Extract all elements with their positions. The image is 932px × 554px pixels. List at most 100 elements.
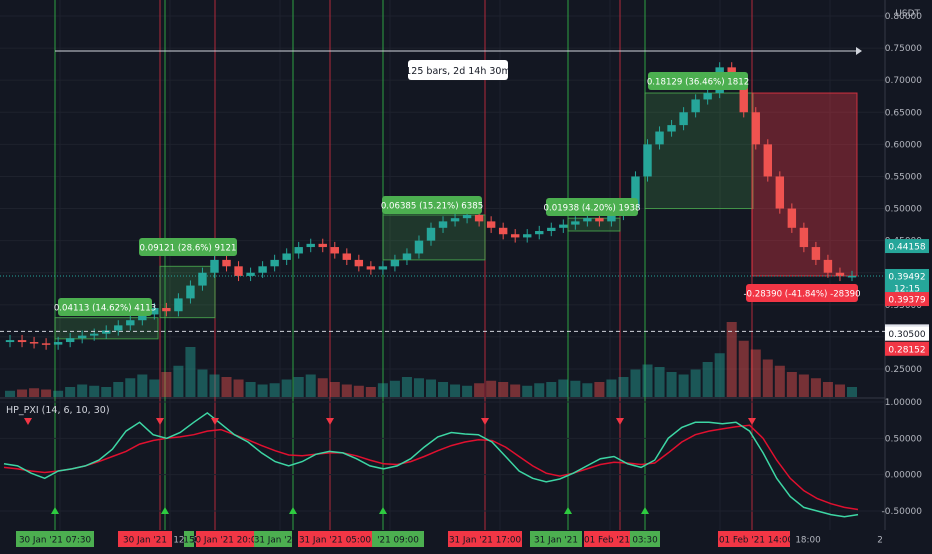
candle-body: [703, 93, 712, 100]
volume-bar: [161, 372, 172, 397]
price-badge: [885, 281, 929, 296]
volume-bar: [798, 374, 809, 397]
price-tick-label: 0.65000: [885, 108, 922, 118]
candle-body: [330, 247, 339, 254]
candle-body: [835, 272, 845, 276]
candle-body: [799, 227, 809, 248]
candle-body: [535, 231, 544, 235]
time-badge-label: 03:30: [632, 536, 658, 546]
candle-body: [595, 218, 604, 222]
volume-bar: [774, 365, 785, 397]
candle-body: [823, 259, 833, 273]
volume-bar: [245, 382, 256, 397]
trade-label-text: 0.06385 (15.21%) 6385: [381, 202, 483, 212]
volume-bar: [810, 378, 821, 397]
price-badge-label: 12:15: [894, 285, 920, 295]
volume-bar: [690, 369, 701, 397]
candle-body: [90, 333, 99, 336]
candle-body: [631, 176, 640, 209]
time-badge: [448, 531, 522, 547]
oscillator-title: HP_PXI (14, 6, 10, 30): [6, 405, 110, 416]
candle-body: [270, 259, 279, 267]
candle-body: [306, 243, 315, 248]
candle-body: [378, 266, 388, 270]
time-badge: [790, 531, 826, 547]
price-badge-label: 0.30500: [888, 330, 925, 340]
volume-bar: [425, 379, 437, 397]
volume-bar: [353, 385, 364, 397]
candle-body: [643, 144, 652, 177]
price-badge-label: 0.39379: [888, 296, 925, 306]
sell-arrow: [616, 418, 624, 425]
volume-bar: [570, 380, 581, 397]
candle-body: [102, 330, 111, 334]
time-badge: [718, 531, 794, 547]
volume-bar: [702, 362, 713, 397]
candle-body: [498, 227, 508, 235]
osc-tick-label: 1.00000: [885, 398, 922, 408]
volume-bar: [77, 384, 88, 397]
sell-arrow: [481, 418, 489, 425]
time-badge-label: 2: [877, 536, 883, 546]
sell-arrow: [326, 418, 334, 425]
price-axis[interactable]: USDT 0.80000 0.75000 0.70000 0.65000 0.60000…: [882, 9, 923, 517]
volume-bar: [642, 364, 653, 397]
candle-body: [198, 272, 207, 286]
osc-slow-line: [3, 424, 859, 511]
candle-body: [41, 343, 51, 345]
candle-body: [258, 266, 267, 273]
trade-label-box: [746, 284, 858, 302]
candle-body: [583, 218, 592, 222]
price-tick-label: 0.55000: [885, 172, 922, 182]
trade-label-box: [139, 238, 237, 256]
time-badge: [874, 531, 886, 547]
volume-bar: [834, 384, 845, 397]
volume-bar: [317, 378, 328, 397]
price-tick-label: 0.80000: [885, 12, 922, 22]
volume-bar: [462, 385, 473, 397]
candle-body: [414, 240, 424, 254]
trade-label-text: -0.28390 (-41.84%) -28390: [743, 290, 860, 300]
candle-body: [17, 340, 27, 343]
trade-label-box: [546, 198, 638, 216]
candle-body: [486, 221, 496, 228]
signal-arrows: [24, 418, 756, 514]
trade-zone: [751, 92, 858, 277]
volume-bar: [558, 379, 569, 397]
volume-bar: [137, 374, 148, 397]
candle-body: [342, 253, 352, 260]
candle-body: [667, 125, 676, 132]
sell-arrow: [211, 418, 219, 425]
volume-bar: [474, 383, 485, 397]
candle-body: [162, 308, 171, 312]
candle-body: [138, 314, 147, 321]
measure-label: 125 bars, 2d 14h 30m: [405, 66, 510, 77]
volume-bar: [510, 384, 521, 397]
candle-body: [53, 342, 63, 345]
candle-body: [114, 325, 123, 331]
price-tick-label: 0.60000: [885, 140, 922, 150]
volume-bar: [498, 382, 509, 397]
volume-bar: [365, 387, 376, 397]
trade-label-text: 0.01938 (4.20%) 1938: [544, 204, 641, 214]
volume-bar: [101, 387, 112, 397]
volume-bar: [185, 347, 196, 397]
volume-bar: [582, 383, 593, 397]
volume-bar: [41, 389, 52, 397]
sell-arrow: [748, 418, 756, 425]
candle-body: [426, 227, 436, 241]
candle-body: [150, 308, 159, 315]
osc-tick-label: -0.50000: [882, 507, 923, 517]
time-badge-label: 30 Jan '21 07:30: [19, 536, 92, 546]
volume-bar: [221, 377, 232, 397]
volume-bar: [125, 378, 136, 397]
candle-body: [366, 266, 376, 270]
volume-bar: [738, 340, 749, 397]
price-badge: [885, 341, 929, 356]
candle-body: [186, 285, 195, 299]
osc-tick-label: 0.00000: [885, 471, 922, 481]
price-lines: [0, 275, 885, 332]
